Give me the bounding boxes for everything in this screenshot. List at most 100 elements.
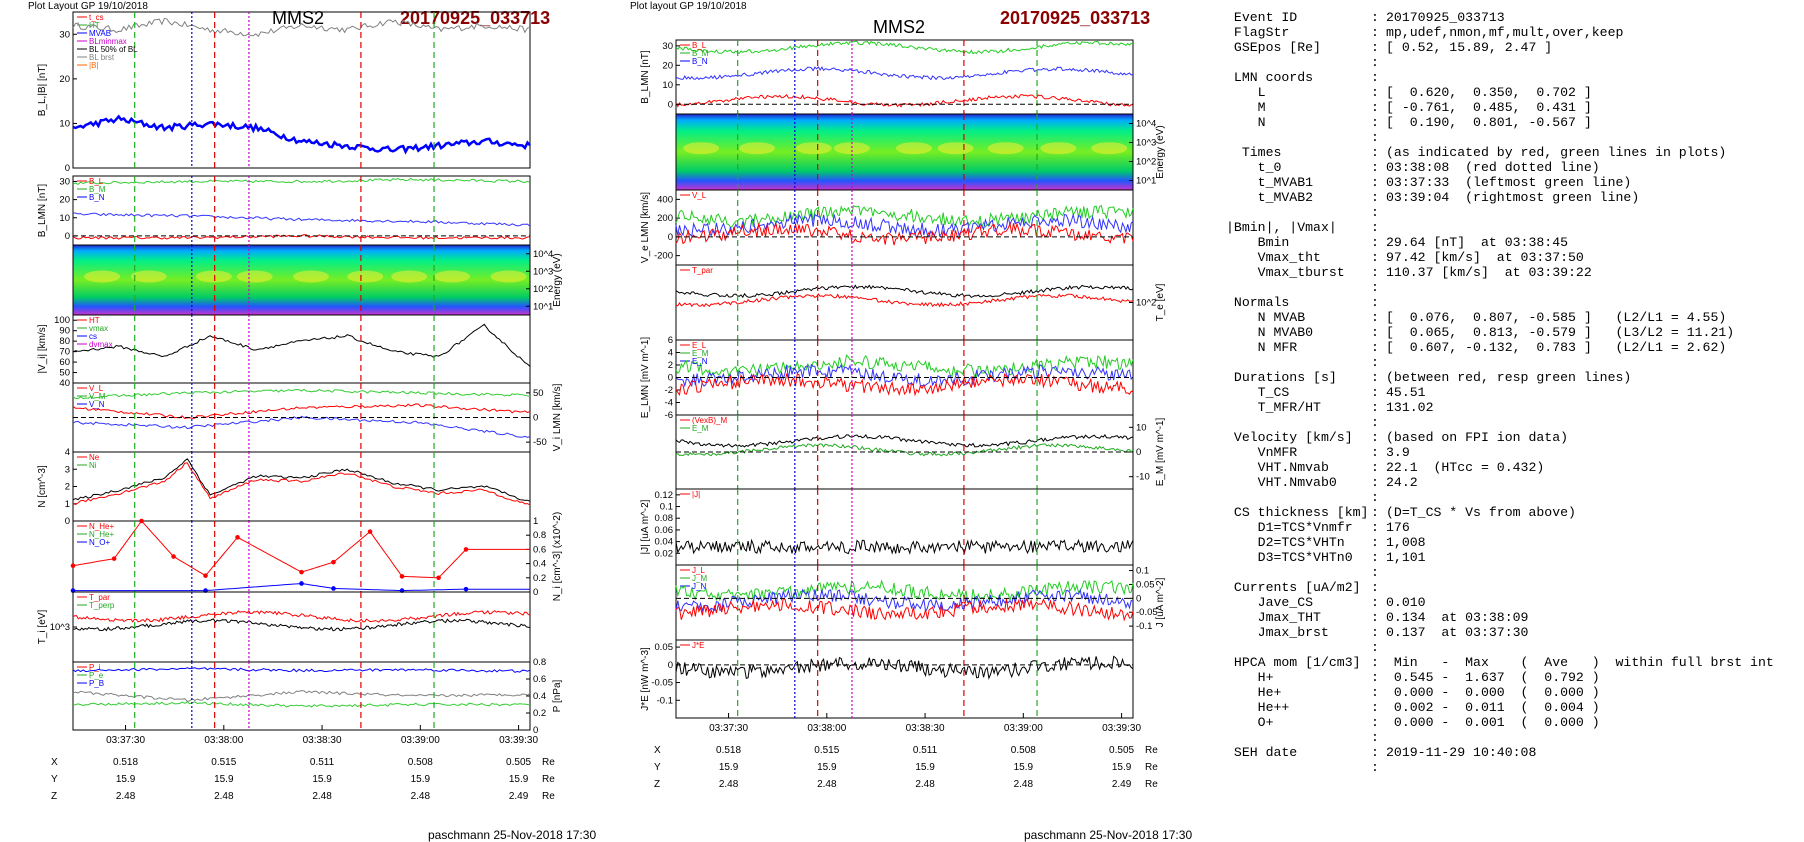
left-ytick-label: 0	[65, 516, 70, 527]
info-colon: :	[1371, 115, 1379, 130]
info-value: 0.134 at 03:38:09	[1386, 610, 1529, 625]
left-panel-vi	[72, 314, 531, 384]
info-colon: :	[1371, 310, 1379, 325]
left-point-He-	[436, 575, 441, 581]
info-colon: :	[1371, 700, 1379, 715]
right-ytick-label: 10^2	[1136, 298, 1156, 309]
left-ytick-label: 0	[533, 725, 538, 736]
info-row: T_CS:45.51	[1226, 385, 1801, 400]
left-ytick-label: 0	[65, 163, 70, 174]
info-key: Event ID	[1226, 10, 1298, 25]
right-legend-jlmn-2: J_N	[692, 582, 706, 591]
left-series--B-	[72, 17, 531, 38]
info-row: Event ID:20170925_033713	[1226, 10, 1801, 25]
left-legend-bl-5: BL brst	[89, 53, 115, 62]
info-key: M	[1226, 100, 1266, 115]
info-value: 0.000 - 0.001 ( 0.000 )	[1386, 715, 1600, 730]
info-key: T_CS	[1226, 385, 1290, 400]
info-row: :	[1226, 130, 1801, 145]
right-ytick-label: -4	[665, 398, 673, 409]
info-value: (D=T_CS * Vs from above)	[1386, 505, 1576, 520]
left-legend-p-1: P_e	[89, 671, 104, 680]
right-ytick-label: -10	[1136, 472, 1150, 483]
right-coord-value: 15.9	[1112, 762, 1132, 773]
info-value: 0.545 - 1.637 ( 0.792 )	[1386, 670, 1600, 685]
info-colon: :	[1371, 685, 1379, 700]
left-legend-p-0: P_i	[89, 663, 101, 672]
info-row: D1=TCS*Vnmfr:176	[1226, 520, 1801, 535]
info-colon: :	[1371, 325, 1379, 340]
left-coord-value: 0.505	[506, 757, 531, 768]
right-ytick-label: 0	[668, 232, 673, 243]
left-coord-label-Z: Z	[51, 791, 57, 802]
right-coord-value: 2.48	[817, 779, 837, 790]
left-frame-bl	[72, 11, 531, 169]
right-ylabel-em: E_M [mV m^-1]	[1155, 417, 1166, 486]
left-plot-footer: paschmann 25-Nov-2018 17:30	[428, 828, 597, 842]
left-spectrogram-hotspot	[84, 270, 121, 283]
info-value: 0.010	[1386, 595, 1426, 610]
info-colon: :	[1371, 730, 1379, 745]
info-row: D2=TCS*VHTn:1,008	[1226, 535, 1801, 550]
left-legend-vi-0: HT	[89, 316, 100, 325]
left-ytick-label: 0.4	[533, 691, 546, 702]
right-ytick-label: 0	[668, 660, 673, 671]
left-xtick-label-4: 03:39:30	[499, 735, 538, 746]
right-spectrogram-hotspot	[987, 142, 1024, 155]
right-spectrogram-hotspot	[738, 142, 775, 155]
info-colon: :	[1371, 490, 1379, 505]
right-ylabel-jlmn: J [uA m^-2]	[1155, 577, 1166, 627]
left-panel-espec	[72, 244, 531, 316]
info-value: 110.37 [km/s] at 03:39:22	[1386, 265, 1592, 280]
info-colon: :	[1371, 715, 1379, 730]
info-row: N: [ 0.190, 0.801, -0.567 ]	[1226, 115, 1801, 130]
right-panel-ve	[675, 189, 1134, 266]
info-key: N MVAB0	[1226, 325, 1314, 340]
left-legend-n-1: Ni	[89, 461, 97, 470]
right-xtick-label-1: 03:38:00	[807, 723, 846, 734]
right-ytick-label: 0.05	[1136, 579, 1155, 590]
right-coord-value: 2.48	[719, 779, 739, 790]
left-coord-value: 15.9	[116, 774, 136, 785]
left-panel-n	[72, 451, 531, 522]
right-ytick-label: 0	[1136, 447, 1141, 458]
right-ytick-label: 10^1	[1136, 176, 1156, 187]
right-legend-e-0: E_L	[692, 341, 707, 350]
info-colon: :	[1371, 220, 1379, 235]
left-plot-event-id: 20170925_033713	[400, 8, 551, 28]
info-colon: :	[1371, 595, 1379, 610]
left-ytick-label: 4	[65, 447, 70, 458]
left-series--Vi-	[72, 323, 531, 367]
right-ytick-label: 10	[1136, 422, 1147, 433]
left-ylabel-ti: T_i [eV]	[37, 610, 48, 645]
left-series-B-N	[72, 234, 531, 240]
right-coord-value: 0.505	[1109, 745, 1134, 756]
right-coord-value: 2.49	[1112, 779, 1132, 790]
info-value: [ 0.620, 0.350, 0.702 ]	[1386, 85, 1592, 100]
info-colon: :	[1371, 40, 1379, 55]
info-row: VHT.Nmvab0:24.2	[1226, 475, 1801, 490]
info-key: VHT.Nmvab	[1226, 460, 1329, 475]
right-ytick-label: 0	[1136, 593, 1141, 604]
left-spectrogram-hotspot	[391, 270, 428, 283]
info-key: Bmin	[1226, 235, 1290, 250]
right-panel-espec	[675, 113, 1134, 191]
left-series-P-tot	[72, 667, 531, 673]
left-coord-value: 15.9	[411, 774, 431, 785]
right-coord-label-Y: Y	[654, 762, 661, 773]
info-row: N MVAB: [ 0.076, 0.807, -0.585 ] (L2/L1 =…	[1226, 310, 1801, 325]
left-series-V-N	[72, 415, 531, 438]
info-colon: :	[1371, 520, 1379, 535]
right-panel-e	[675, 339, 1134, 416]
info-value: [ -0.761, 0.485, 0.431 ]	[1386, 100, 1592, 115]
left-panel-blmn	[72, 175, 531, 246]
info-row: T_MFR/HT:131.02	[1226, 400, 1801, 415]
left-ytick-label: 0.2	[533, 708, 546, 719]
left-ylabel-p: P [nPa]	[552, 679, 563, 712]
info-row: H+: 0.545 - 1.637 ( 0.792 )	[1226, 670, 1801, 685]
right-xtick-label-4: 03:39:30	[1102, 723, 1141, 734]
right-ytick-label: -2	[665, 385, 673, 396]
right-ytick-label: 0	[668, 99, 673, 110]
info-key: HPCA mom [1/cm3]	[1226, 655, 1361, 670]
left-legend-vilmn-2: V_N	[89, 400, 105, 409]
